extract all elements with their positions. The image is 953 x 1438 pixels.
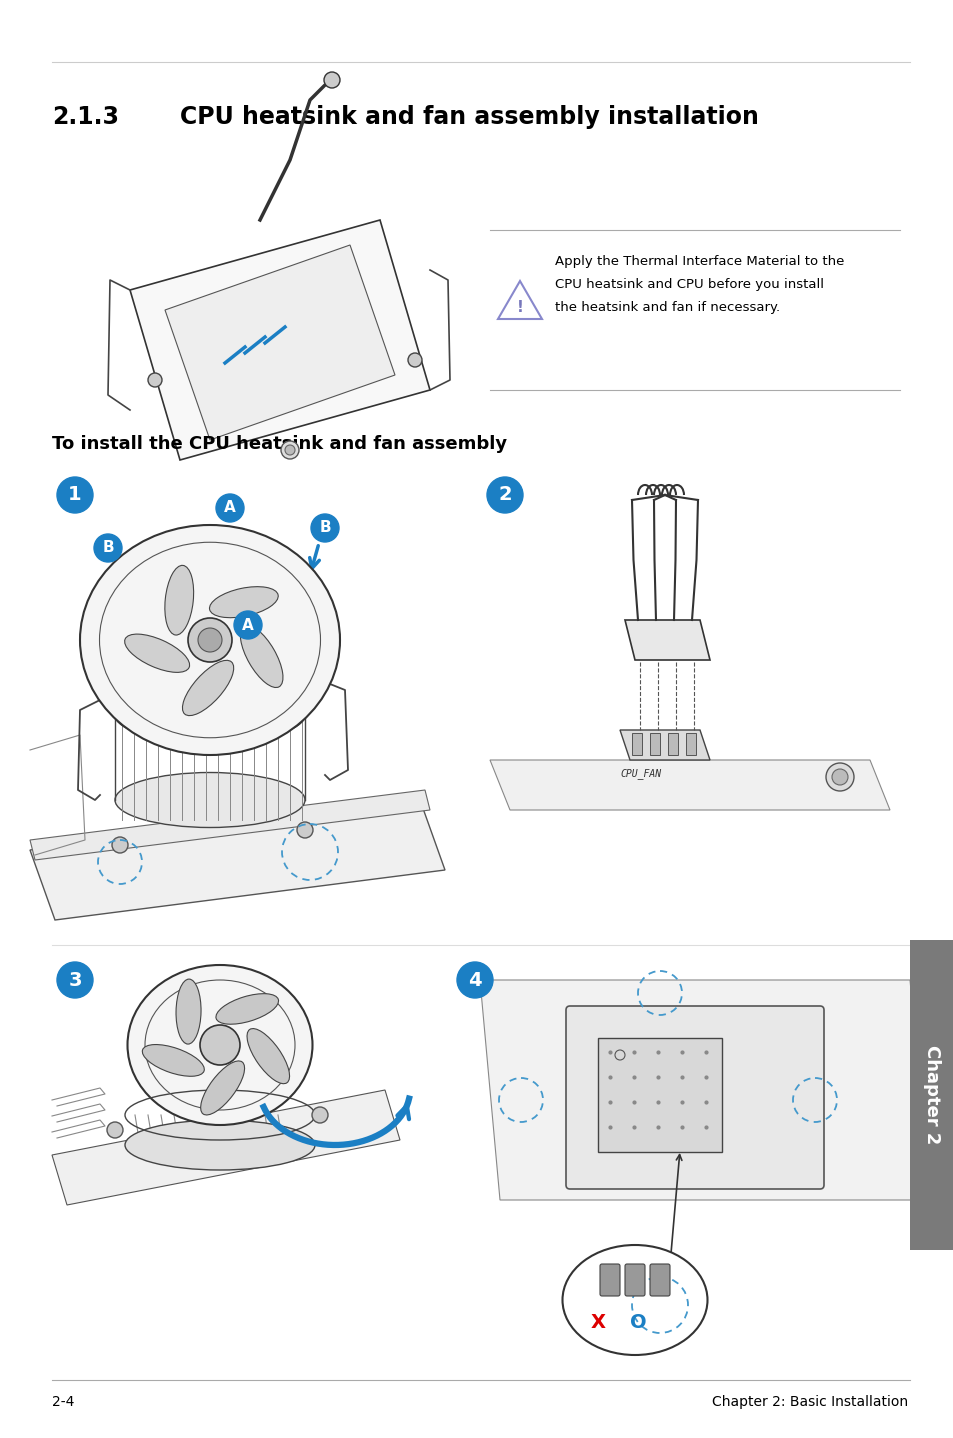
Ellipse shape (125, 634, 190, 673)
Polygon shape (619, 731, 709, 761)
Circle shape (324, 72, 339, 88)
Ellipse shape (115, 687, 305, 742)
Circle shape (188, 618, 232, 661)
Text: CPU heatsink and fan assembly installation: CPU heatsink and fan assembly installati… (180, 105, 758, 129)
Text: B: B (319, 521, 331, 535)
FancyBboxPatch shape (565, 1007, 823, 1189)
Circle shape (57, 477, 92, 513)
Circle shape (486, 477, 522, 513)
Circle shape (198, 628, 222, 651)
Text: Chapter 2: Chapter 2 (923, 1045, 940, 1145)
Circle shape (112, 837, 128, 853)
Circle shape (215, 495, 244, 522)
Circle shape (285, 444, 294, 454)
FancyBboxPatch shape (667, 733, 678, 755)
Polygon shape (624, 620, 709, 660)
Text: 1: 1 (68, 486, 82, 505)
Circle shape (311, 513, 338, 542)
Text: 2-4: 2-4 (52, 1395, 74, 1409)
Polygon shape (52, 1090, 399, 1205)
FancyBboxPatch shape (599, 1264, 619, 1296)
Polygon shape (490, 761, 889, 810)
Ellipse shape (128, 965, 313, 1125)
FancyBboxPatch shape (649, 733, 659, 755)
Polygon shape (165, 244, 395, 440)
Ellipse shape (215, 994, 278, 1024)
FancyBboxPatch shape (685, 733, 696, 755)
Text: A: A (224, 500, 235, 515)
Circle shape (94, 533, 122, 562)
Ellipse shape (125, 1120, 314, 1171)
Text: 2.1.3: 2.1.3 (52, 105, 119, 129)
Circle shape (825, 764, 853, 791)
Circle shape (57, 962, 92, 998)
Text: A: A (242, 617, 253, 633)
Text: X: X (590, 1313, 605, 1332)
Circle shape (296, 823, 313, 838)
FancyBboxPatch shape (598, 1038, 721, 1152)
Circle shape (456, 962, 493, 998)
Circle shape (107, 1122, 123, 1137)
Ellipse shape (182, 660, 233, 716)
Circle shape (831, 769, 847, 785)
Circle shape (281, 441, 298, 459)
Text: 2: 2 (497, 486, 511, 505)
FancyBboxPatch shape (624, 1264, 644, 1296)
Circle shape (200, 1025, 240, 1066)
Ellipse shape (247, 1028, 290, 1084)
Ellipse shape (115, 772, 305, 827)
Ellipse shape (80, 525, 339, 755)
Text: O: O (629, 1313, 645, 1332)
Circle shape (408, 352, 421, 367)
Text: To install the CPU heatsink and fan assembly: To install the CPU heatsink and fan asse… (52, 436, 507, 453)
Polygon shape (30, 789, 430, 860)
Text: 3: 3 (69, 971, 82, 989)
FancyBboxPatch shape (631, 733, 641, 755)
Ellipse shape (200, 1061, 244, 1114)
Text: B: B (102, 541, 113, 555)
Ellipse shape (142, 1044, 204, 1076)
Text: CPU heatsink and CPU before you install: CPU heatsink and CPU before you install (555, 278, 823, 290)
Circle shape (233, 611, 262, 638)
Text: Chapter 2: Basic Installation: Chapter 2: Basic Installation (711, 1395, 907, 1409)
Text: Apply the Thermal Interface Material to the: Apply the Thermal Interface Material to … (555, 255, 843, 267)
Text: 4: 4 (468, 971, 481, 989)
Polygon shape (30, 800, 444, 920)
Ellipse shape (562, 1245, 707, 1355)
Ellipse shape (240, 626, 283, 687)
Circle shape (148, 372, 162, 387)
Ellipse shape (165, 565, 193, 636)
Polygon shape (479, 981, 929, 1199)
Polygon shape (130, 220, 430, 460)
FancyBboxPatch shape (649, 1264, 669, 1296)
Ellipse shape (176, 979, 201, 1044)
Text: !: ! (516, 301, 523, 315)
Text: the heatsink and fan if necessary.: the heatsink and fan if necessary. (555, 301, 780, 313)
Circle shape (312, 1107, 328, 1123)
Text: CPU_FAN: CPU_FAN (619, 768, 660, 779)
Ellipse shape (210, 587, 278, 618)
FancyBboxPatch shape (909, 940, 953, 1250)
